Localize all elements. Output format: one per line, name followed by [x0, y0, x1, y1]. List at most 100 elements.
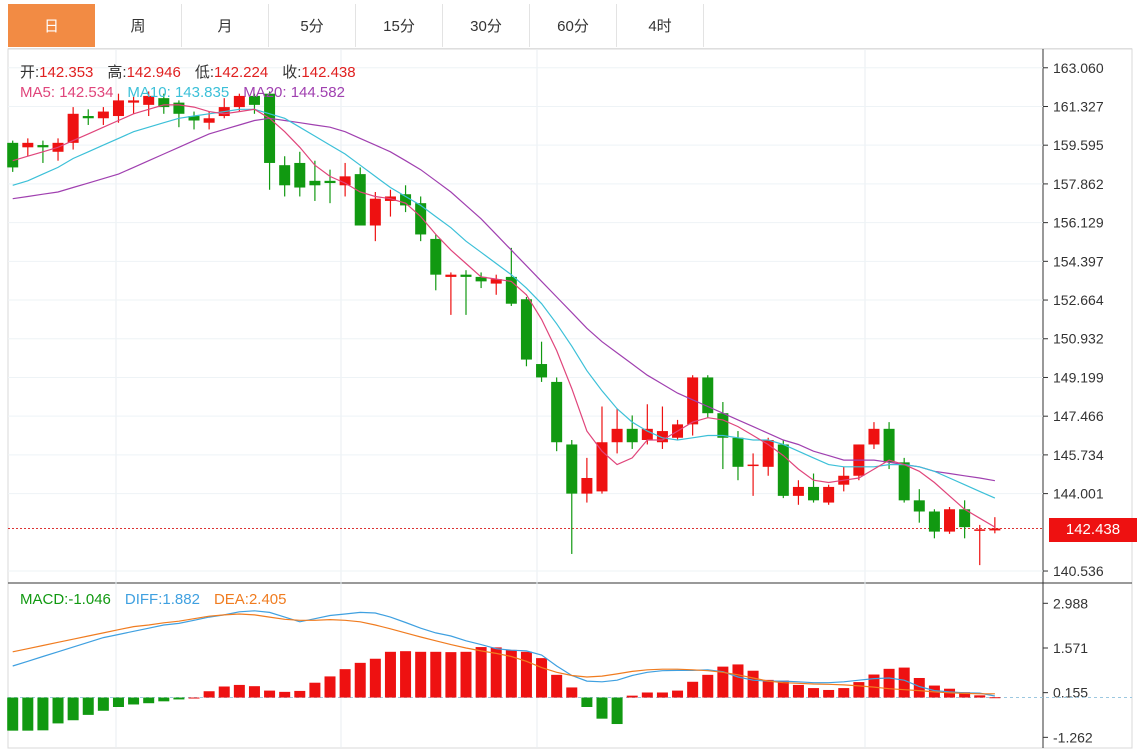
- diff-label: DIFF:: [124, 591, 163, 608]
- price-tick-label: 145.734: [1053, 447, 1104, 463]
- candle-body: [974, 529, 986, 531]
- macd-bar: [702, 674, 714, 698]
- macd-bar: [248, 686, 260, 698]
- tab-4hour[interactable]: 4时: [617, 4, 704, 47]
- price-tick-label: 149.199: [1053, 369, 1104, 385]
- macd-bar: [641, 692, 653, 698]
- candle-body: [22, 142, 34, 148]
- macd-bar: [22, 697, 34, 731]
- price-tick-label: 154.397: [1053, 253, 1104, 269]
- candle-body: [762, 440, 774, 467]
- macd-bar: [898, 667, 910, 698]
- macd-bar: [264, 690, 276, 698]
- macd-bar: [566, 687, 578, 698]
- macd-bar: [808, 688, 820, 698]
- candle-body: [400, 194, 412, 206]
- diff-line: [12, 610, 996, 697]
- candle-body: [37, 145, 49, 148]
- close-value: 142.438: [301, 64, 356, 81]
- tab-month[interactable]: 月: [182, 4, 269, 47]
- timeframe-tabs: 日 周 月 5分 15分 30分 60分 4时: [8, 4, 1132, 49]
- candle-body: [67, 113, 79, 143]
- macd-tick-label: 1.571: [1053, 640, 1088, 656]
- macd-bar: [158, 697, 170, 702]
- macd-bar: [475, 647, 487, 698]
- ma10-value: 143.835: [174, 84, 230, 101]
- macd-bar: [762, 679, 774, 698]
- ma20-line: [12, 117, 996, 482]
- ma5-readout: MA5: 142.534: [20, 84, 113, 101]
- tab-day[interactable]: 日: [8, 4, 95, 47]
- macd-bar: [82, 697, 94, 715]
- macd-bar: [777, 680, 789, 698]
- ma20-label: MA20:: [243, 84, 287, 101]
- candle-body: [944, 509, 956, 532]
- macd-bar: [959, 692, 971, 698]
- tab-5min[interactable]: 5分: [269, 4, 356, 47]
- tab-30min[interactable]: 30分: [443, 4, 530, 47]
- macd-bar: [173, 697, 185, 700]
- ma10-label: MA10:: [127, 84, 171, 101]
- ma5-value: 142.534: [59, 84, 114, 101]
- candle-body: [324, 180, 336, 184]
- macd-bar: [520, 651, 532, 698]
- macd-value: -1.046: [68, 591, 111, 608]
- candle-body: [128, 100, 140, 103]
- macd-bar: [354, 662, 366, 698]
- candle-body: [566, 444, 578, 494]
- close-label: 收:: [282, 64, 302, 81]
- candle-body: [928, 511, 940, 532]
- macd-bar: [732, 664, 744, 698]
- ma-readout: MA5: 142.534 MA10: 143.835 MA20: 144.582: [20, 84, 359, 101]
- candle-body: [959, 509, 971, 528]
- macd-bar: [430, 651, 442, 698]
- candle-body: [596, 442, 608, 492]
- macd-bar: [445, 652, 457, 698]
- ma20-readout: MA20: 144.582: [243, 84, 345, 101]
- candle-body: [490, 279, 502, 284]
- candle-body: [732, 437, 744, 467]
- macd-bar: [188, 697, 200, 699]
- candle-body: [7, 142, 19, 168]
- ma10-line: [12, 108, 996, 499]
- price-tick-label: 152.664: [1053, 292, 1104, 308]
- candle-body: [264, 93, 276, 163]
- macd-tick-label: 2.988: [1053, 595, 1088, 611]
- tab-15min[interactable]: 15分: [356, 4, 443, 47]
- candle-body: [792, 486, 804, 496]
- candle-body: [339, 176, 351, 186]
- price-tick-label: 161.327: [1053, 98, 1104, 114]
- candle-body: [777, 444, 789, 496]
- macd-bar: [324, 676, 336, 698]
- macd-label: MACD:: [20, 591, 69, 608]
- price-tick-label: 157.862: [1053, 176, 1104, 192]
- macd-bar: [233, 684, 245, 698]
- price-tick-label: 156.129: [1053, 215, 1104, 231]
- diff-value: 1.882: [162, 591, 200, 608]
- candle-body: [747, 464, 759, 467]
- macd-bar: [400, 651, 412, 698]
- candle-body: [520, 299, 532, 360]
- macd-bar: [128, 697, 140, 705]
- macd-bar: [52, 697, 64, 724]
- candle-body: [97, 111, 109, 119]
- macd-bar: [656, 692, 668, 698]
- candle-body: [898, 462, 910, 501]
- candle-body: [445, 274, 457, 277]
- macd-bar: [717, 666, 729, 698]
- price-tick-label: 159.595: [1053, 137, 1104, 153]
- ohlc-readout: 开:142.353 高:142.946 低:142.224 收:142.438: [20, 61, 370, 82]
- macd-bar: [7, 697, 19, 731]
- macd-readout-item: MACD:-1.046: [20, 591, 111, 608]
- macd-bar: [490, 647, 502, 698]
- candle-body: [294, 162, 306, 188]
- candle-body: [430, 238, 442, 275]
- candle-body: [475, 276, 487, 282]
- macd-bar: [883, 668, 895, 698]
- candle-body: [868, 428, 880, 445]
- macd-bar: [415, 651, 427, 698]
- tab-week[interactable]: 周: [95, 4, 182, 47]
- tab-60min[interactable]: 60分: [530, 4, 617, 47]
- macd-bar: [989, 697, 1001, 699]
